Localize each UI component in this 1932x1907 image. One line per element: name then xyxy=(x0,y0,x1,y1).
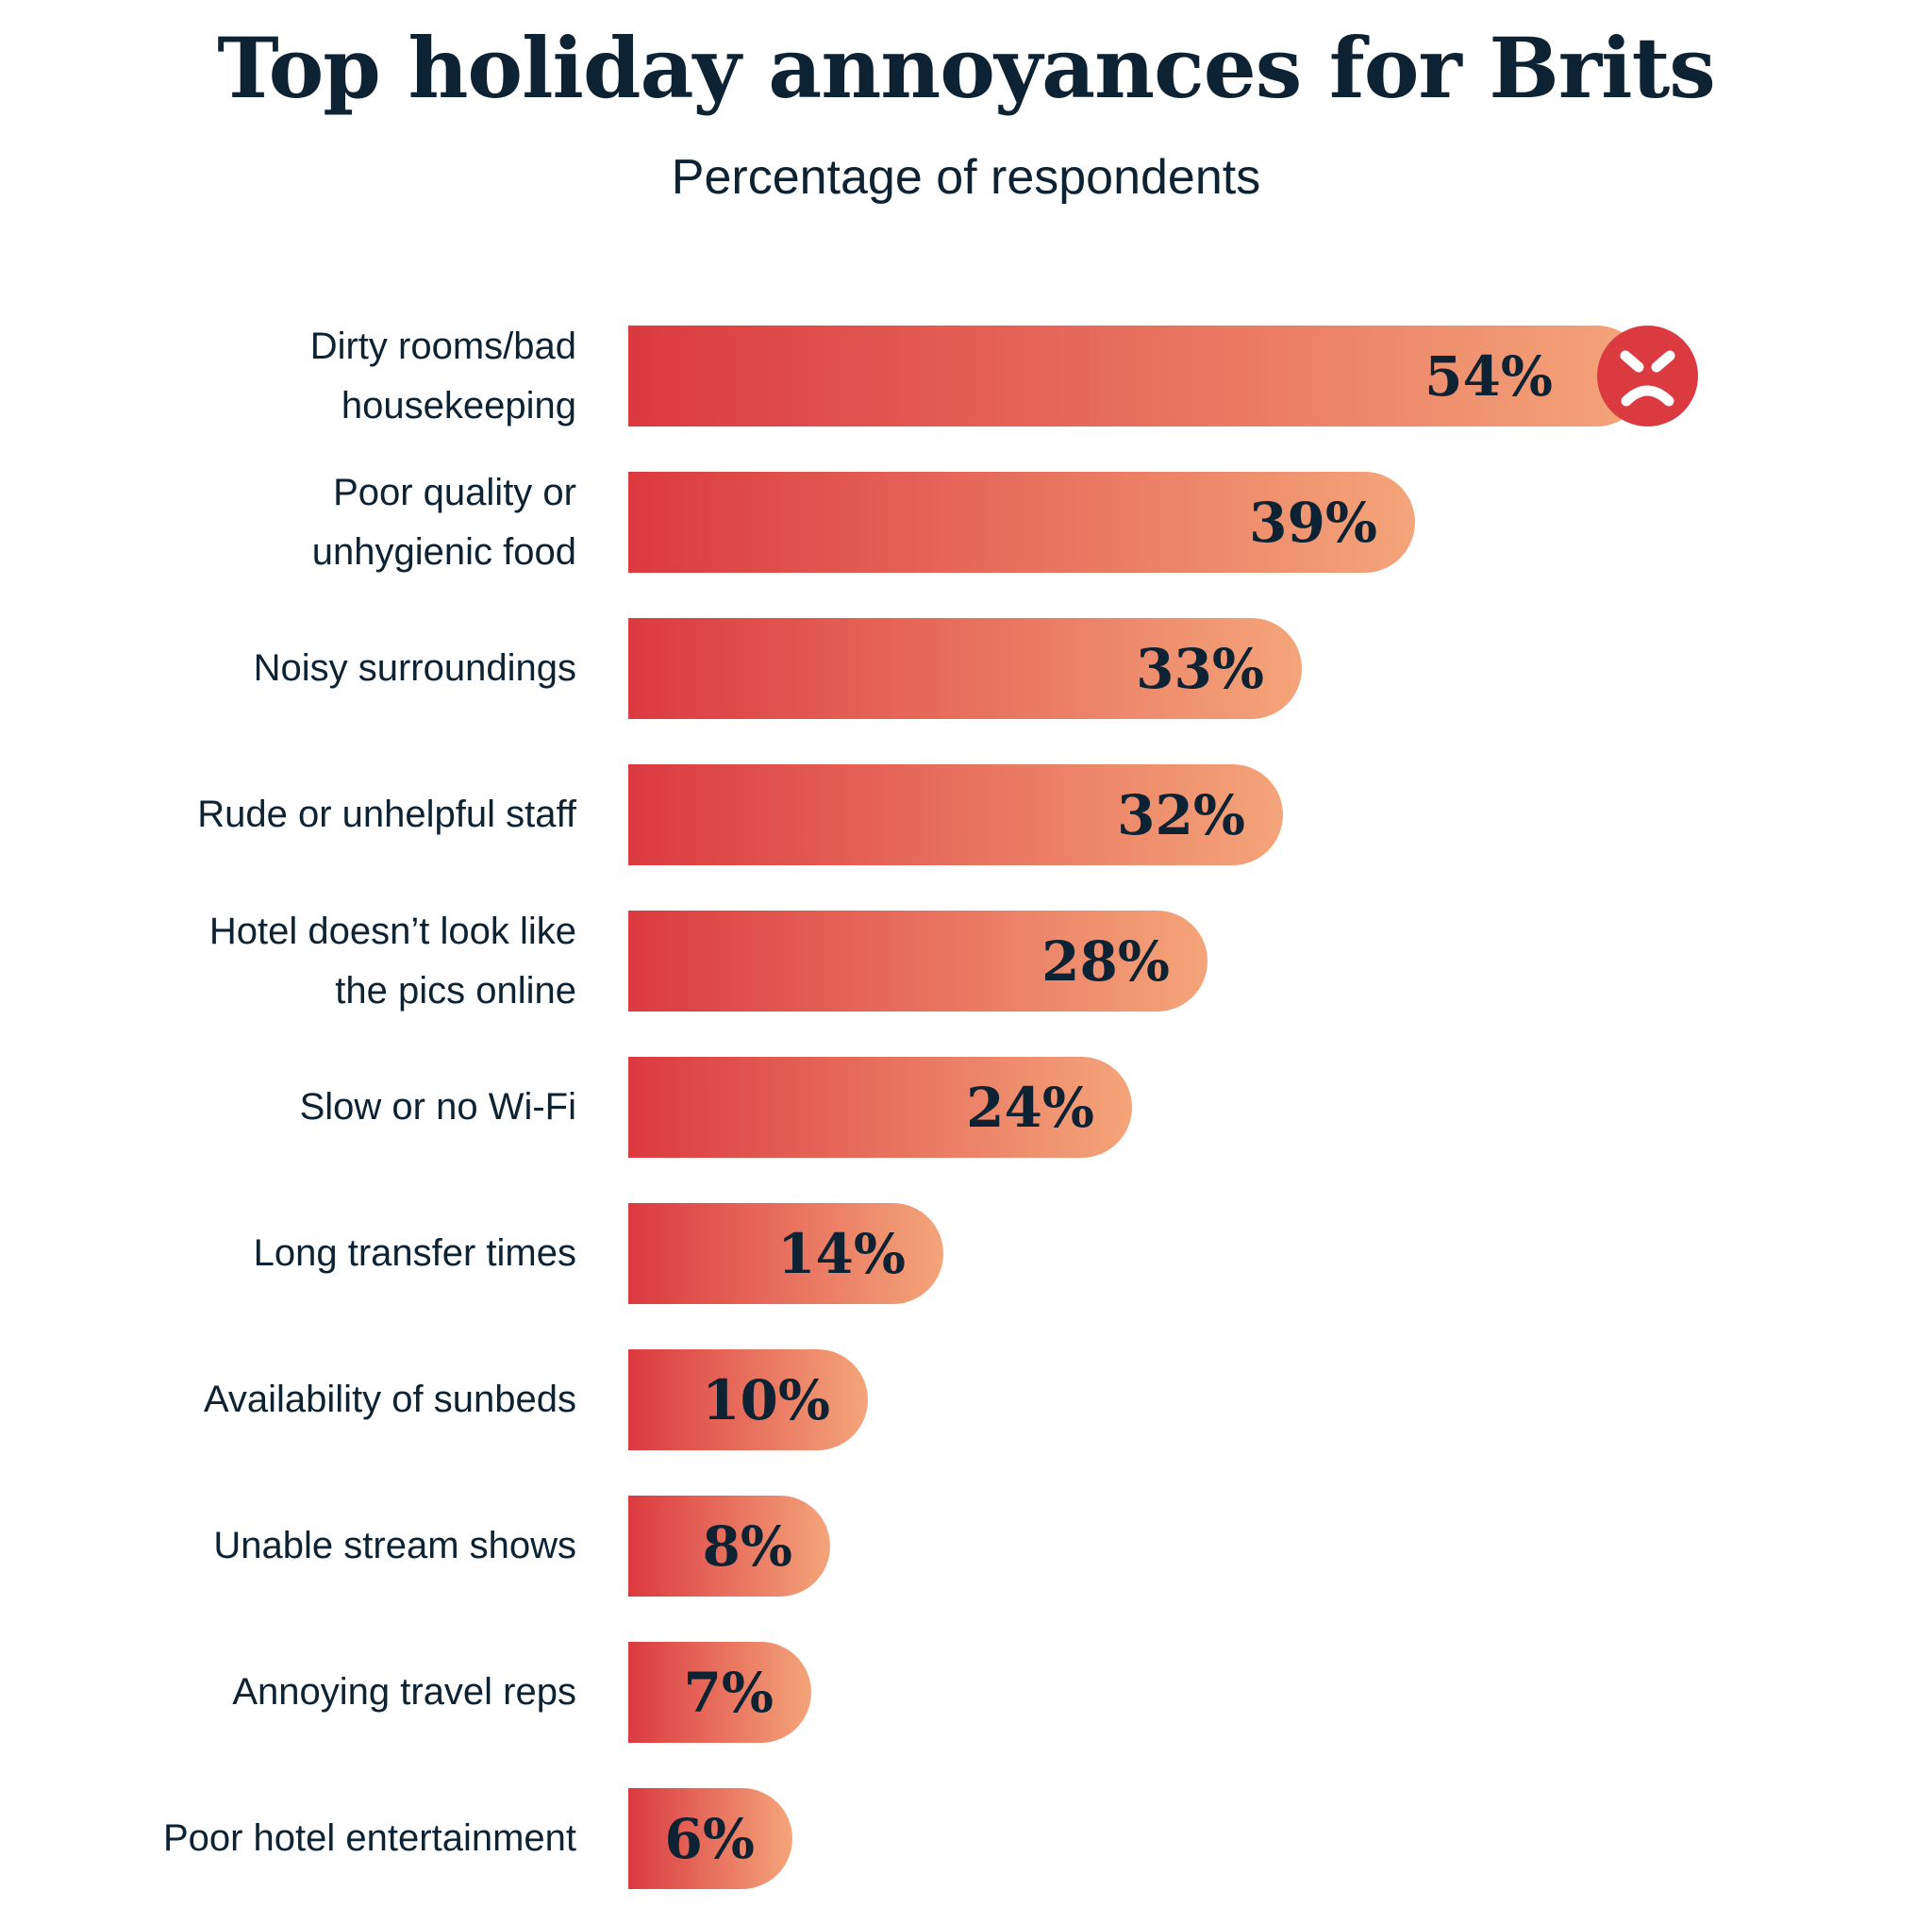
bar-row: Rude or unhelpful staff 32% xyxy=(0,764,1932,865)
bar xyxy=(628,1349,868,1450)
category-label: Annoying travel reps xyxy=(232,1671,576,1713)
category-label: Long transfer times xyxy=(253,1232,576,1274)
value-label: 14% xyxy=(777,1221,906,1286)
bar xyxy=(628,911,1208,1012)
bar xyxy=(628,1642,811,1743)
category-label: Availability of sunbeds xyxy=(203,1379,576,1420)
bar xyxy=(628,472,1415,573)
category-label: Dirty rooms/bad housekeeping xyxy=(309,325,576,427)
value-label: 24% xyxy=(966,1075,1094,1140)
bar-row: Hotel doesn’t look like the pics online 28… xyxy=(0,911,1932,1012)
bar xyxy=(628,1203,943,1304)
bar-row: Dirty rooms/bad housekeeping 54% xyxy=(0,326,1932,427)
category-label: Noisy surroundings xyxy=(253,647,576,689)
category-label: Poor hotel entertainment xyxy=(162,1817,576,1859)
bar xyxy=(628,1057,1132,1158)
bar-row: Slow or no Wi-Fi 24% xyxy=(0,1057,1932,1158)
bar xyxy=(628,1788,792,1889)
bar-row: Long transfer times 14% xyxy=(0,1203,1932,1304)
value-label: 8% xyxy=(702,1514,792,1579)
bar-row: Unable stream shows 8% xyxy=(0,1496,1932,1597)
bar-row: Poor quality or unhygienic food 39% xyxy=(0,472,1932,573)
value-label: 6% xyxy=(664,1806,755,1871)
value-label: 32% xyxy=(1117,782,1245,847)
bar-row: Availability of sunbeds 10% xyxy=(0,1349,1932,1450)
bar-row: Poor hotel entertainment 6% xyxy=(0,1788,1932,1889)
value-label: 39% xyxy=(1249,490,1377,555)
value-label: 54% xyxy=(1424,343,1553,409)
value-label: 28% xyxy=(1041,928,1170,994)
value-label: 7% xyxy=(683,1660,774,1725)
chart-subtitle: Percentage of respondents xyxy=(671,150,1261,205)
value-label: 10% xyxy=(702,1367,830,1432)
bar xyxy=(628,618,1302,719)
category-label: Unable stream shows xyxy=(213,1525,576,1566)
bar-row: Noisy surroundings 33% xyxy=(0,618,1932,719)
category-label: Rude or unhelpful staff xyxy=(197,794,576,835)
category-label: Hotel doesn’t look like the pics online xyxy=(208,910,576,1012)
value-label: 33% xyxy=(1136,636,1264,701)
bar-row: Annoying travel reps 7% xyxy=(0,1642,1932,1743)
bar xyxy=(628,326,1647,427)
bar xyxy=(628,764,1283,865)
angry-face-icon xyxy=(1597,326,1698,427)
chart-title: Top holiday annoyances for Brits xyxy=(217,19,1716,117)
category-label: Poor quality or unhygienic food xyxy=(311,471,576,573)
bar xyxy=(628,1496,830,1597)
category-label: Slow or no Wi-Fi xyxy=(299,1086,576,1128)
